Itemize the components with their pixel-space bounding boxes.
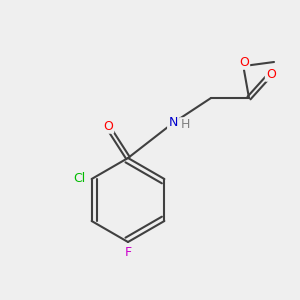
Text: O: O	[266, 68, 276, 80]
Text: H: H	[180, 118, 190, 131]
Text: F: F	[124, 245, 132, 259]
Text: N: N	[168, 116, 178, 130]
Text: O: O	[239, 56, 249, 68]
Text: Cl: Cl	[74, 172, 86, 185]
Text: O: O	[103, 119, 113, 133]
